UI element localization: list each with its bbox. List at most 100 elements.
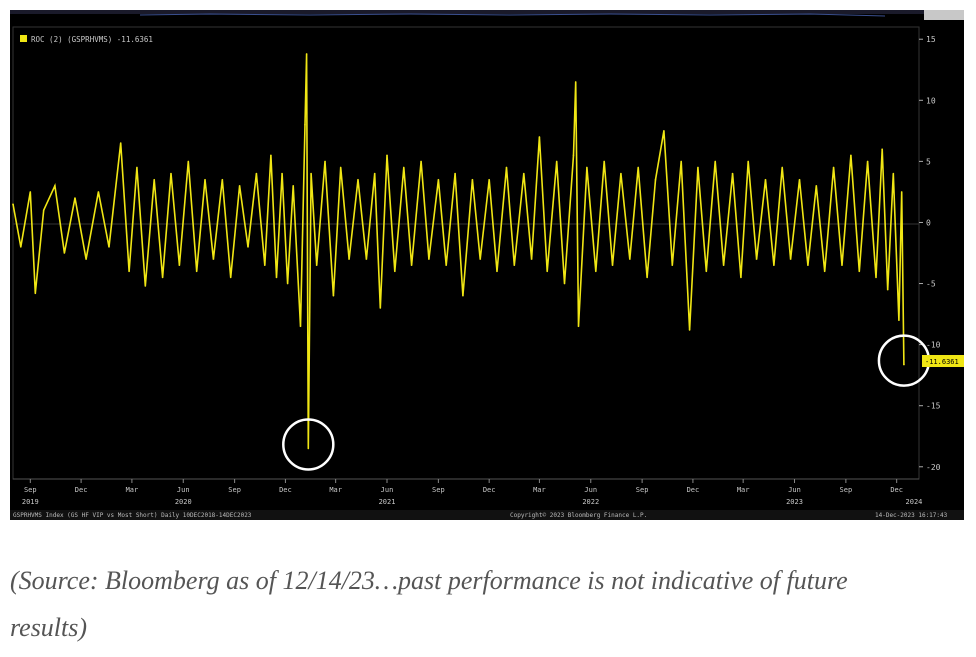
roc-point (462, 294, 464, 297)
roc-point (204, 178, 206, 181)
last-value-tag (922, 355, 964, 367)
roc-point (299, 325, 302, 328)
x-tick-label: Mar (737, 486, 750, 494)
roc-point (546, 270, 549, 273)
x-axis: Sep Dec Mar Jun Sep Dec Mar Jun Sep Dec Mar Jun Sep D… (13, 478, 923, 506)
footer-timestamp: 14-Dec-2023 16:17:43 (875, 512, 948, 519)
roc-point (161, 276, 164, 279)
roc-point (85, 258, 87, 260)
roc-point (731, 172, 734, 175)
roc-point (178, 264, 181, 267)
roc-point (357, 178, 359, 181)
roc-point (522, 172, 525, 175)
roc-point (74, 197, 76, 199)
roc-point (688, 329, 691, 331)
roc-point (437, 178, 440, 181)
roc-point (832, 166, 835, 169)
roc-point (488, 178, 490, 181)
roc-point (275, 276, 278, 279)
x-tick-label: Jun (788, 486, 801, 494)
roc-point (629, 258, 631, 260)
roc-point (324, 160, 326, 163)
roc-point (841, 264, 843, 267)
y-tick-label: -10 (926, 341, 941, 350)
roc-point (144, 285, 147, 287)
y-tick-label: -5 (926, 280, 936, 289)
roc-point (305, 53, 308, 55)
roc-point (898, 319, 900, 321)
roc-point (714, 160, 717, 163)
x-tick-label: Dec (687, 486, 700, 494)
roc-point (866, 160, 869, 163)
roc-point (410, 264, 413, 267)
roc-point (740, 276, 742, 279)
roc-point (379, 307, 382, 309)
roc-point (292, 185, 295, 187)
roc-point (420, 160, 422, 163)
roc-point (663, 130, 665, 132)
caption-line-1: (Source: Bloomberg as of 12/14/23…past p… (10, 566, 848, 595)
roc-point (530, 258, 533, 260)
caption-line-2: results) (10, 613, 88, 642)
roc-point (307, 447, 310, 450)
roc-point (281, 172, 283, 175)
roc-point (505, 166, 508, 169)
roc-series (12, 53, 905, 450)
roc-point (637, 166, 640, 169)
roc-point (781, 166, 784, 169)
roc-point (900, 191, 903, 193)
roc-point (646, 276, 648, 279)
roc-point (238, 185, 241, 187)
roc-point (42, 209, 45, 212)
x-year-label: 2023 (786, 498, 803, 506)
roc-point (402, 166, 405, 169)
x-tick-label: Dec (75, 486, 88, 494)
roc-point (586, 166, 588, 169)
x-tick-label: Dec (279, 486, 292, 494)
roc-point (170, 172, 172, 175)
roc-point (310, 172, 312, 175)
roc-point (119, 142, 122, 144)
x-tick-label: Jun (177, 486, 190, 494)
roc-point (892, 172, 895, 175)
x-tick-label: Sep (24, 486, 37, 494)
roc-point (538, 136, 541, 138)
roc-point (255, 172, 258, 175)
roc-point (195, 270, 198, 273)
roc-point (722, 264, 725, 267)
roc-point (373, 172, 376, 175)
x-tick-label: Dec (890, 486, 903, 494)
roc-point (247, 246, 249, 248)
roc-point (454, 172, 456, 175)
roc-point (496, 270, 498, 273)
roc-point (365, 258, 368, 260)
last-value-label: -11.6361 (925, 358, 959, 366)
roc-point (671, 264, 674, 267)
x-tick-label: Sep (432, 486, 445, 494)
x-year-label: 2024 (906, 498, 923, 506)
y-tick-label: 5 (926, 157, 931, 166)
roc-point (886, 288, 889, 291)
roc-chart: 15 10 5 0 -5 -10 -15 -20 Sep Dec Mar Jun Sep Dec Mar J… (10, 10, 964, 520)
roc-point (332, 294, 335, 297)
roc-point (136, 166, 138, 169)
roc-point (263, 264, 266, 267)
roc-point (850, 154, 852, 157)
roc-point (221, 178, 224, 181)
roc-line (12, 53, 905, 449)
roc-point (903, 363, 905, 366)
roc-point (348, 258, 350, 260)
x-year-label: 2021 (379, 498, 396, 506)
roc-point (755, 258, 758, 260)
x-year-label: 2022 (582, 498, 599, 506)
x-tick-label: Jun (584, 486, 597, 494)
roc-point (815, 185, 818, 187)
bloomberg-chart: 15 10 5 0 -5 -10 -15 -20 Sep Dec Mar Jun Sep Dec Mar J… (10, 10, 964, 520)
x-year-label: 2019 (22, 498, 39, 506)
x-tick-label: Dec (483, 486, 496, 494)
roc-point (875, 276, 877, 279)
x-tick-label: Jun (381, 486, 394, 494)
roc-point (386, 154, 388, 157)
roc-point (187, 160, 190, 163)
roc-point (513, 264, 516, 267)
